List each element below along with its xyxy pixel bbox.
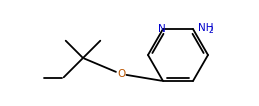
Text: O: O bbox=[117, 69, 125, 79]
Text: NH: NH bbox=[198, 23, 213, 33]
Text: 2: 2 bbox=[208, 26, 213, 35]
Text: N: N bbox=[158, 24, 166, 34]
